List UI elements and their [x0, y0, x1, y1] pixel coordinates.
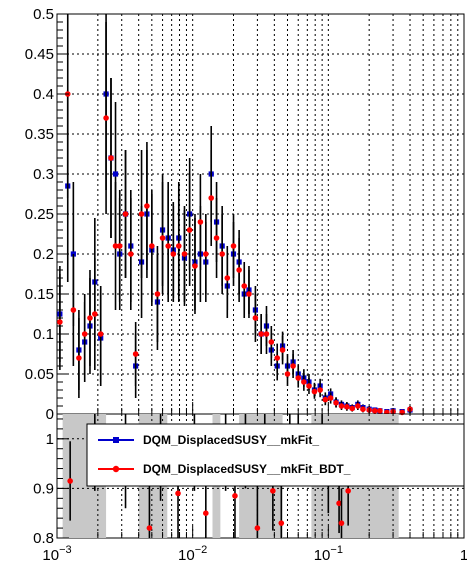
data-point	[338, 403, 345, 409]
legend-marker-1	[112, 465, 120, 473]
x-tick-label: 10−1	[314, 544, 343, 564]
data-point	[144, 203, 150, 209]
data-point	[333, 400, 339, 406]
data-point	[181, 251, 188, 257]
data-point	[103, 115, 109, 121]
data-point	[327, 395, 334, 401]
data-point	[132, 351, 139, 357]
data-point	[279, 347, 286, 353]
data-point	[349, 405, 356, 412]
data-point	[170, 251, 177, 257]
data-point	[81, 331, 88, 337]
data-point	[213, 235, 220, 241]
data-point	[128, 251, 134, 257]
y-tick-label: 0.5	[33, 6, 54, 23]
y-tick-label: 0.9	[33, 480, 54, 497]
data-point	[76, 355, 82, 361]
y-tick-label: 0.45	[25, 46, 54, 63]
legend-box	[86, 423, 465, 487]
ratio-panel-ticks: 0.8 0.9 1 10−3 10−2 10−1 1	[33, 418, 467, 564]
data-point	[268, 339, 275, 345]
data-point	[70, 307, 77, 313]
data-point	[146, 525, 153, 531]
data-point	[108, 155, 114, 161]
data-point	[154, 291, 161, 297]
data-point	[338, 520, 345, 526]
data-point	[295, 375, 302, 381]
data-point	[92, 311, 98, 317]
y-tick-label: 0.8	[33, 530, 54, 547]
data-point	[159, 235, 166, 241]
data-point	[208, 195, 215, 201]
data-point	[258, 331, 264, 337]
data-point	[219, 251, 225, 257]
y-tick-label: 0.4	[33, 86, 54, 103]
x-tick-label: 10−3	[42, 544, 71, 564]
y-tick-label: 1	[46, 431, 54, 448]
legend-label-1: DQM_DisplacedSUSY__mkFit_BDT_	[143, 462, 351, 476]
data-point	[138, 211, 145, 217]
data-point	[67, 478, 73, 484]
data-point	[241, 283, 248, 289]
data-point	[236, 267, 242, 273]
y-tick-label: 0.35	[25, 126, 54, 143]
data-point	[345, 488, 351, 494]
data-point	[301, 379, 307, 385]
data-point	[371, 408, 378, 414]
legend: DQM_DisplacedSUSY__mkFit_ DQM_DisplacedS…	[86, 423, 465, 487]
y-tick-label: 0.1	[33, 326, 54, 343]
data-point	[355, 403, 361, 409]
legend-label-0: DQM_DisplacedSUSY__mkFit_	[143, 433, 319, 447]
legend-marker-0	[113, 437, 119, 443]
data-point	[192, 263, 198, 269]
data-point	[290, 363, 296, 369]
data-point	[377, 408, 383, 414]
data-point	[203, 251, 209, 257]
data-point	[122, 211, 129, 217]
data-point	[317, 387, 323, 393]
data-point	[322, 396, 329, 403]
y-tick-label: 0.05	[25, 366, 54, 383]
data-point	[203, 510, 209, 516]
y-tick-label: 0.3	[33, 166, 54, 183]
data-point	[232, 493, 238, 499]
top-panel-data	[57, 14, 413, 416]
data-point	[360, 406, 366, 413]
data-point	[311, 388, 318, 395]
data-point	[112, 243, 119, 249]
top-panel-ticks: 0 0.05 0.1 0.15 0.2 0.25 0.3 0.35 0.4 0.45 0.5	[25, 6, 459, 423]
data-point	[284, 371, 291, 377]
data-point	[278, 520, 285, 526]
y-tick-label: 0.25	[25, 206, 54, 223]
data-point	[263, 331, 270, 337]
data-point	[57, 319, 63, 325]
data-point	[254, 525, 261, 531]
x-tick-label: 10−2	[178, 544, 207, 564]
data-point	[175, 490, 181, 497]
data-point	[165, 243, 171, 249]
data-point	[224, 275, 231, 281]
y-tick-label: 0	[46, 406, 54, 423]
data-point	[246, 291, 252, 297]
data-point	[230, 243, 237, 249]
data-point	[344, 404, 350, 410]
data-point	[97, 331, 104, 337]
data-point	[112, 171, 119, 177]
data-point	[116, 243, 123, 249]
y-tick-label: 0.2	[33, 246, 54, 263]
data-point	[336, 500, 342, 507]
data-point	[306, 383, 312, 389]
data-point	[87, 315, 93, 321]
data-point	[274, 355, 281, 361]
top-panel-grid	[57, 14, 464, 414]
data-point	[197, 219, 204, 225]
x-tick-label: 1	[460, 547, 467, 564]
data-point	[175, 243, 182, 249]
data-point	[270, 488, 276, 494]
data-point	[149, 243, 155, 249]
data-point	[186, 227, 193, 233]
y-tick-label: 0.15	[25, 286, 54, 303]
data-point	[252, 315, 259, 321]
